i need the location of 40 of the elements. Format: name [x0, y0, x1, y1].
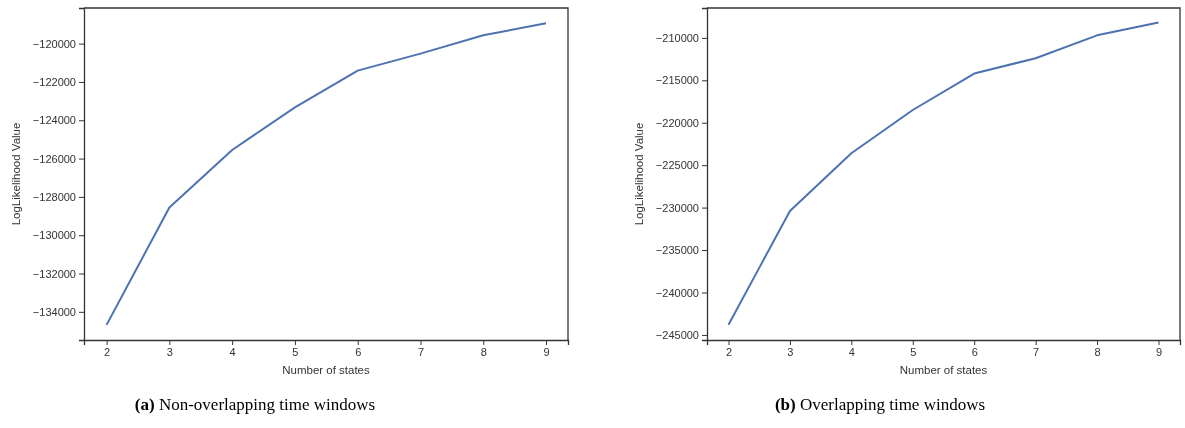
x-tick-label: 7	[417, 345, 425, 358]
y-tick-label: −134000	[32, 305, 76, 318]
x-tick-label: 8	[1094, 345, 1101, 358]
y-axis-title: LogLikelihood Value	[633, 122, 645, 226]
x-tick-label: 7	[1033, 345, 1040, 358]
y-tick-label: −215000	[655, 74, 699, 87]
y-tick-label: −230000	[655, 201, 699, 214]
y-tick-label: −122000	[32, 75, 76, 88]
y-tick-label: −124000	[32, 114, 76, 127]
x-tick-label: 9	[1155, 345, 1163, 358]
x-tick-label: 6	[971, 345, 978, 358]
y-tick-label: −132000	[32, 267, 76, 280]
x-tick-label: 4	[229, 345, 236, 358]
x-tick-label: 9	[543, 345, 550, 358]
text: (b) Overlapping time windows	[774, 395, 986, 414]
y-tick-label: −225000	[655, 159, 699, 172]
x-axis-title: Number of states	[899, 364, 988, 376]
x-tick-label: 4	[848, 345, 855, 358]
y-tick-label: −220000	[655, 116, 699, 129]
y-tick-label: −130000	[32, 229, 76, 242]
x-tick-label: 6	[355, 345, 362, 358]
x-tick-label: 3	[166, 345, 173, 358]
y-axis-title: LogLikelihood Value	[10, 122, 22, 226]
x-tick-label: 3	[787, 345, 794, 358]
line-series	[727, 21, 1160, 326]
y-tick-label: −240000	[655, 286, 699, 299]
y-tick-label: −128000	[32, 190, 76, 203]
x-tick-label: 2	[104, 345, 111, 358]
y-tick-label: −245000	[655, 328, 699, 341]
y-tick-label: −120000	[32, 37, 76, 50]
x-tick-label: 8	[480, 345, 487, 358]
y-tick-label: −126000	[32, 152, 76, 165]
x-tick-label: 5	[292, 345, 299, 358]
y-tick-label: −235000	[655, 244, 699, 257]
line-series	[105, 22, 548, 326]
text: (a) Non-overlapping time windows	[134, 395, 376, 414]
x-tick-label: 2	[725, 345, 733, 358]
x-axis-title: Number of states	[282, 364, 371, 376]
x-tick-label: 5	[910, 345, 917, 358]
y-tick-label: −210000	[655, 31, 699, 44]
